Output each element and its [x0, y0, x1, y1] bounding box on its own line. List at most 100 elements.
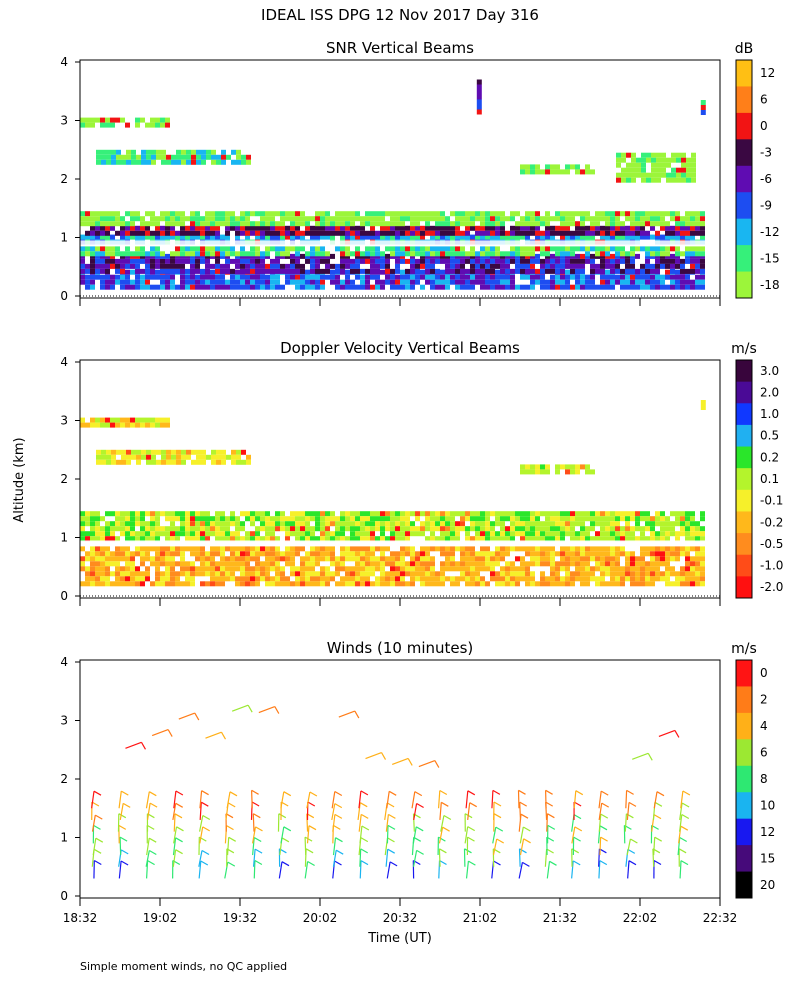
heat-cell [460, 221, 465, 227]
heat-cell [580, 263, 585, 269]
heat-cell [455, 211, 460, 217]
heat-cell [636, 162, 641, 168]
heat-cell [345, 571, 350, 577]
colorbar-swatch [736, 192, 752, 220]
heat-cell [585, 556, 590, 562]
heat-cell [425, 216, 430, 222]
heat-cell [191, 159, 196, 165]
heat-cell [395, 511, 400, 517]
heat-cell [176, 149, 181, 155]
heat-cell [375, 561, 380, 567]
heat-cell [610, 526, 615, 532]
heat-cell [231, 149, 236, 155]
heat-cell [370, 551, 375, 557]
heat-cell [220, 279, 225, 285]
heat-cell [530, 258, 535, 264]
heat-cell [170, 253, 175, 259]
heat-cell [615, 511, 620, 517]
heat-cell [140, 417, 145, 423]
heat-cell [655, 234, 660, 240]
heat-cell [225, 246, 230, 252]
heat-cell [435, 516, 440, 522]
heat-cell [410, 216, 415, 222]
heat-cell [345, 576, 350, 582]
heat-cell [155, 117, 160, 123]
heat-cell [100, 526, 105, 532]
heat-cell [660, 274, 665, 280]
heat-cell [370, 246, 375, 252]
heat-cell [620, 526, 625, 532]
heat-cell [345, 581, 350, 587]
heat-cell [200, 551, 205, 557]
heat-cell [655, 230, 660, 236]
heat-cell [115, 526, 120, 532]
heat-cell [370, 581, 375, 587]
heat-cell [120, 216, 125, 222]
heat-cell [280, 246, 285, 252]
heat-cell [430, 526, 435, 532]
heat-cell [525, 211, 530, 217]
heat-cell [675, 274, 680, 280]
heat-cell [210, 521, 215, 527]
wind-barb-flag [253, 836, 262, 843]
heat-cell [600, 251, 605, 257]
heat-cell [630, 268, 635, 274]
heat-cell [450, 546, 455, 552]
heat-cell [455, 576, 460, 582]
heat-cell [590, 576, 595, 582]
heat-cell [95, 225, 100, 231]
wind-barb-flag [387, 837, 395, 843]
heat-cell [380, 263, 385, 269]
heat-cell [385, 516, 390, 522]
heat-cell [475, 566, 480, 572]
heat-cell [365, 221, 370, 227]
heat-cell [255, 279, 260, 285]
heat-cell [185, 268, 190, 274]
heat-cell [690, 251, 695, 257]
heat-cell [590, 511, 595, 517]
heat-cell [425, 576, 430, 582]
heat-cell [375, 521, 380, 527]
heat-cell [275, 566, 280, 572]
heat-cell [695, 225, 700, 231]
heat-cell [205, 531, 210, 537]
heat-cell [365, 234, 370, 240]
heat-cell [415, 216, 420, 222]
x-tick-label: 22:32 [703, 911, 738, 925]
heat-cell [300, 279, 305, 285]
wind-barb-flag [546, 848, 554, 854]
heat-cell [410, 234, 415, 240]
heat-cell [126, 449, 131, 455]
heat-cell [550, 521, 555, 527]
heat-cell [476, 79, 482, 85]
heat-cell [175, 258, 180, 264]
heat-cell [115, 417, 120, 423]
heat-cell [485, 253, 490, 259]
heat-cell [415, 526, 420, 532]
heat-cell [300, 516, 305, 522]
heat-cell [465, 511, 470, 517]
heat-cell [85, 122, 90, 128]
heat-cell [651, 177, 656, 183]
heat-cell [695, 211, 700, 217]
heat-cell [275, 225, 280, 231]
heat-cell [325, 211, 330, 217]
heat-cell [535, 169, 540, 175]
heat-cell [555, 253, 560, 259]
heat-cell [185, 253, 190, 259]
heat-cell [215, 263, 220, 269]
heat-cell [465, 516, 470, 522]
heat-cell [450, 526, 455, 532]
heat-cell [555, 464, 560, 470]
heat-cell [370, 225, 375, 231]
heat-cell [405, 268, 410, 274]
heat-cell [145, 279, 150, 285]
heat-cell [295, 225, 300, 231]
heat-cell [145, 422, 150, 428]
heat-cell [380, 211, 385, 217]
heat-cell [570, 521, 575, 527]
heat-cell [440, 253, 445, 259]
heat-cell [395, 225, 400, 231]
heat-cell [445, 556, 450, 562]
